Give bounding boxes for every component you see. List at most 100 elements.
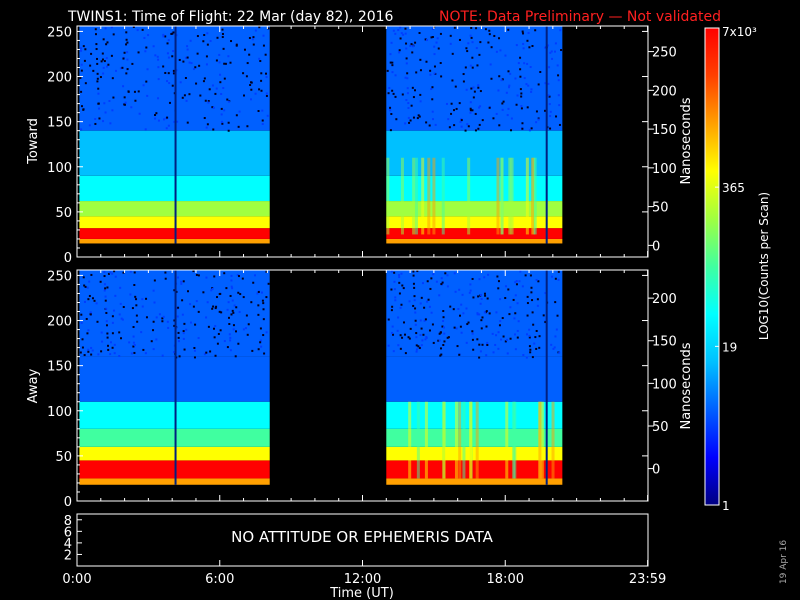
toward-speckle — [408, 121, 411, 124]
toward-speckle — [519, 88, 522, 91]
away-speckle — [89, 311, 92, 314]
away-speckle — [129, 270, 132, 273]
toward-speckle — [440, 75, 443, 78]
toward-speckle — [537, 117, 540, 120]
toward-speckle — [170, 32, 173, 35]
toward-speckle — [434, 123, 437, 126]
toward-speckle — [105, 43, 108, 46]
toward-speckle — [264, 53, 267, 56]
away-speckle — [516, 302, 519, 305]
away-speckle — [132, 326, 135, 329]
away-speckle — [90, 346, 93, 349]
away-speckle — [265, 296, 268, 299]
away-speckle — [526, 295, 529, 298]
away-speckle — [446, 285, 449, 288]
away-speckle — [257, 313, 260, 316]
away-speckle — [181, 313, 184, 316]
toward-speckle — [507, 28, 510, 31]
toward-speckle — [530, 88, 533, 91]
toward-speckle — [389, 109, 392, 112]
toward-speckle — [501, 108, 504, 111]
away-speckle — [519, 270, 522, 273]
toward-speckle — [215, 87, 218, 90]
toward-speckle — [167, 124, 170, 127]
away-speckle — [429, 287, 432, 290]
away-speckle — [420, 296, 423, 299]
away-speckle — [504, 297, 507, 300]
away-speckle — [173, 289, 176, 292]
toward-speckle — [243, 48, 246, 51]
away-band — [386, 460, 563, 479]
away-speckle — [504, 340, 507, 343]
away-speckle — [426, 300, 429, 303]
away-speckle — [515, 280, 518, 283]
toward-speckle — [469, 101, 472, 104]
toward-speckle — [209, 39, 212, 42]
toward-ytick-label: 150 — [47, 116, 72, 131]
toward-speckle — [466, 123, 469, 126]
toward-speckle — [223, 62, 226, 65]
toward-speckle — [498, 37, 501, 40]
away-speckle — [425, 336, 428, 339]
toward-speckle — [407, 102, 410, 105]
away-speckle — [530, 291, 533, 294]
toward-speckle — [178, 58, 181, 61]
away-speckle — [128, 341, 131, 344]
toward-speckle — [206, 32, 209, 35]
away-speckle — [113, 352, 116, 355]
toward-speckle — [98, 117, 101, 120]
away-speckle — [262, 308, 265, 311]
toward-ns-tick-label: 50 — [652, 201, 669, 216]
away-speckle — [257, 290, 260, 293]
away-speckle — [241, 277, 244, 280]
away-speckle — [430, 311, 433, 314]
toward-speckle — [83, 59, 86, 62]
toward-speckle — [227, 55, 230, 58]
away-speckle — [131, 307, 134, 310]
toward-speckle — [222, 47, 225, 50]
away-speckle — [233, 304, 236, 307]
away-speckle — [536, 298, 539, 301]
toward-speckle — [481, 119, 484, 122]
toward-gap-line — [174, 26, 177, 244]
toward-speckle — [399, 26, 402, 29]
toward-speckle — [248, 53, 251, 56]
away-streak — [469, 401, 473, 479]
toward-speckle — [507, 107, 510, 110]
away-speckle — [517, 320, 520, 323]
toward-speckle — [145, 80, 148, 83]
away-speckle — [216, 296, 219, 299]
toward-speckle — [96, 80, 99, 83]
toward-speckle — [405, 62, 408, 65]
toward-speckle — [523, 77, 526, 80]
away-speckle — [261, 299, 264, 302]
toward-speckle — [453, 26, 456, 29]
toward-speckle — [188, 61, 191, 64]
toward-speckle — [429, 69, 432, 72]
away-speckle — [106, 332, 109, 335]
toward-speckle — [223, 77, 226, 80]
away-speckle — [456, 345, 459, 348]
toward-speckle — [520, 92, 523, 95]
toward-speckle — [246, 62, 249, 65]
away-speckle — [80, 313, 83, 316]
toward-speckle — [418, 31, 421, 34]
away-speckle — [96, 320, 99, 323]
away-speckle — [109, 271, 112, 274]
toward-speckle — [424, 38, 427, 41]
toward-speckle — [205, 55, 208, 58]
toward-speckle — [467, 125, 470, 128]
away-speckle — [118, 354, 121, 357]
toward-speckle — [388, 86, 391, 89]
toward-speckle — [90, 52, 93, 55]
toward-speckle — [472, 86, 475, 89]
toward-speckle — [415, 71, 418, 74]
away-speckle — [438, 332, 441, 335]
toward-speckle — [112, 33, 115, 36]
away-streak — [505, 401, 509, 479]
away-speckle — [237, 291, 240, 294]
away-speckle — [399, 306, 402, 309]
away-speckle — [250, 301, 253, 304]
away-speckle — [514, 333, 517, 336]
toward-speckle — [437, 47, 440, 50]
